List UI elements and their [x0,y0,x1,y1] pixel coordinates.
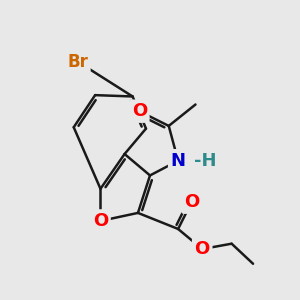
Text: -H: -H [194,152,216,170]
Text: O: O [184,193,199,211]
Text: Br: Br [67,53,88,71]
Text: O: O [195,240,210,258]
Text: O: O [93,212,108,230]
Text: N: N [171,152,186,170]
Text: O: O [132,102,147,120]
